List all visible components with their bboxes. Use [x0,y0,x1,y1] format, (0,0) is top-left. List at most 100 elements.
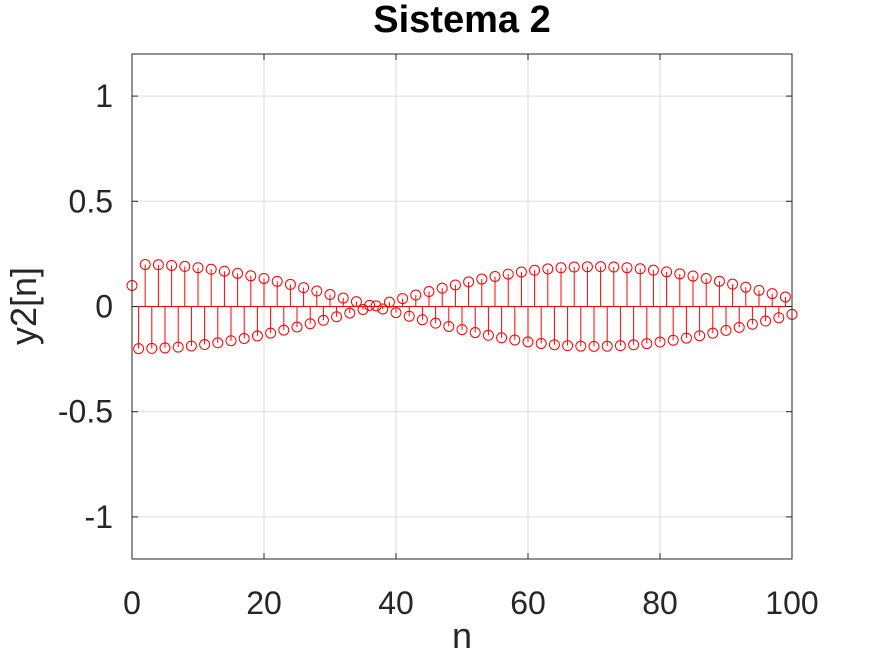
stem-marker [667,334,679,346]
stem-marker [344,307,356,319]
stem-marker [271,275,283,287]
stem-marker [700,273,712,285]
stem-marker [245,270,257,282]
stem-marker [199,339,211,351]
stem-marker [568,261,580,273]
stem-marker [370,300,382,312]
stem-marker [278,324,290,336]
stem-marker [383,296,395,308]
stem-marker [364,299,376,311]
chart-title: Sistema 2 [373,0,550,41]
stem-marker [634,263,646,275]
stem-marker [179,260,191,272]
stem-marker [779,291,791,303]
stem-marker [324,289,336,301]
stem-marker [225,335,237,347]
stem-marker [331,311,343,323]
stem-marker [740,281,752,293]
stem-marker [317,314,329,326]
stem-marker [687,270,699,282]
stem-marker [733,321,745,333]
stem-marker [232,267,244,279]
stem-marker [469,327,481,339]
stem-marker [515,266,527,278]
stem-marker [496,332,508,344]
stem-marker [166,259,178,271]
stem-marker [509,334,521,346]
stem-marker [727,278,739,290]
stem-marker [773,312,785,324]
stem-marker [614,340,626,352]
stem-marker [482,329,494,341]
stem-marker [449,279,461,291]
stem-marker [463,276,475,288]
stem-marker [410,289,422,301]
stem-marker [212,337,224,349]
stem-marker [192,262,204,274]
x-tick-label: 100 [765,585,818,621]
stem-marker [575,340,587,352]
stem-marker [298,282,310,294]
stem-marker [608,261,620,273]
stem-marker [397,293,409,305]
stem-marker [601,340,613,352]
stem-marker [713,275,725,287]
stem-marker [258,272,270,284]
stem-marker [390,307,402,319]
stem-marker [555,262,567,274]
stem-marker [529,264,541,276]
stem-marker [436,282,448,294]
stem-marker [423,286,435,298]
stem-marker [357,303,369,315]
stem-marker [218,265,230,277]
y-tick-label: -1 [85,499,113,535]
stem-marker [152,259,164,271]
stem-marker [588,340,600,352]
ticks: 0 20 40 60 80 100 -1 -0.5 0 0.5 1 [58,54,819,621]
stem-marker [562,340,574,352]
stem-marker [746,318,758,330]
stem-marker [647,264,659,276]
stem-marker [595,261,607,273]
stem-marker [548,339,560,351]
stem-marker [654,336,666,348]
stem-marker [680,332,692,344]
stem-marker [416,314,428,326]
stem-marker [311,285,323,297]
stem-marker [641,338,653,350]
x-tick-label: 60 [510,585,546,621]
x-axis-label: n [452,615,472,650]
stem-marker [146,342,158,354]
stem-marker [337,292,349,304]
stem-marker [581,261,593,273]
stem-marker [238,332,250,344]
stem-marker [205,263,217,275]
stem-marker [674,268,686,280]
y-tick-label: 0.5 [69,183,113,219]
stem-marker [766,288,778,300]
stem-marker [542,263,554,275]
stem-marker [443,320,455,332]
stem-marker [185,340,197,352]
stem-marker [377,303,389,315]
stem-marker [304,318,316,330]
stem-marker [476,273,488,285]
stem-marker [403,310,415,322]
stem-marker [456,324,468,336]
stem-marker [284,278,296,290]
stem-marker [707,327,719,339]
stems [126,258,798,355]
x-tick-label: 0 [123,585,141,621]
stem-marker [265,327,277,339]
stem-marker [502,268,514,280]
x-tick-label: 20 [246,585,282,621]
y-tick-label: 1 [95,78,113,114]
stem-marker [694,330,706,342]
stem-marker [291,321,303,333]
stem-marker [139,258,151,270]
stem-marker [760,315,772,327]
y-tick-label: -0.5 [58,394,113,430]
stem-marker [720,324,732,336]
stem-marker [133,343,145,355]
